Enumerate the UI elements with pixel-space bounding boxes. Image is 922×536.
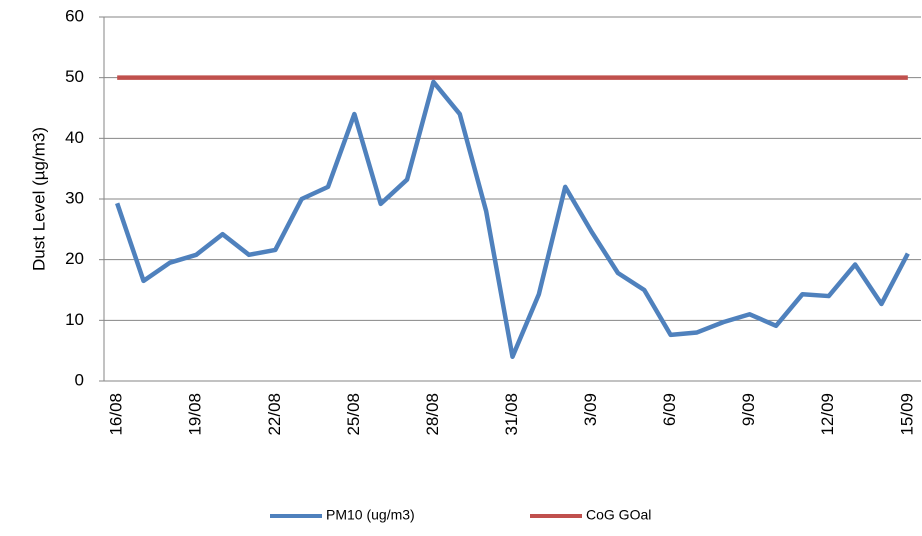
y-tick-label: 0	[75, 370, 84, 389]
y-tick-label: 30	[65, 188, 84, 207]
y-tick-label: 20	[65, 249, 84, 268]
x-tick-label: 15/09	[897, 393, 916, 436]
x-tick-label: 16/08	[107, 393, 126, 436]
x-tick-label: 12/09	[818, 393, 837, 436]
legend-label: CoG GOal	[586, 507, 651, 523]
x-tick-label: 3/09	[581, 393, 600, 426]
y-tick-label: 10	[65, 310, 84, 329]
x-tick-label: 6/09	[660, 393, 679, 426]
y-axis-title: Dust Level (µg/m3)	[29, 127, 48, 271]
x-tick-label: 28/08	[423, 393, 442, 436]
series-line	[115, 79, 910, 359]
x-tick-label: 25/08	[344, 393, 363, 436]
x-tick-label: 31/08	[502, 393, 521, 436]
x-tick-label: 19/08	[186, 393, 205, 436]
legend-label: PM10 (ug/m3)	[326, 507, 415, 523]
y-tick-label: 40	[65, 128, 84, 147]
x-tick-label: 22/08	[265, 393, 284, 436]
x-tick-label: 9/09	[739, 393, 758, 426]
y-tick-label: 50	[65, 67, 84, 86]
y-tick-label: 60	[65, 6, 84, 25]
